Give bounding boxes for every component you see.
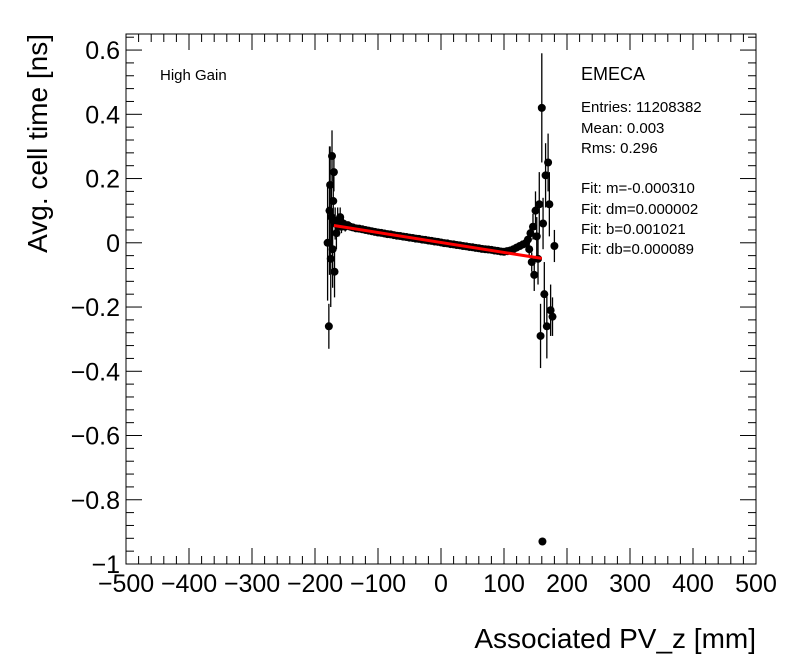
data-point bbox=[544, 158, 553, 167]
x-tick-label: 400 bbox=[672, 570, 714, 598]
data-point bbox=[328, 245, 337, 254]
y-tick-label: 0.2 bbox=[85, 166, 120, 194]
stats-fit-b: Fit: b=0.001021 bbox=[581, 221, 686, 238]
x-tick-label: 300 bbox=[609, 570, 651, 598]
data-point bbox=[329, 197, 338, 206]
stats-fit-dm: Fit: dm=0.000002 bbox=[581, 201, 698, 218]
y-tick-label: 0.6 bbox=[85, 37, 120, 65]
y-tick-labels: 0.6 0.4 0.2 0 −0.2 −0.4 −0.6 −0.8 −1 bbox=[71, 37, 120, 579]
data-point bbox=[328, 152, 337, 161]
y-axis-title: Avg. cell time [ns] bbox=[22, 34, 53, 253]
data-point bbox=[336, 213, 345, 222]
data-point bbox=[535, 200, 544, 209]
high-gain-label: High Gain bbox=[160, 67, 227, 84]
x-axis-title: Associated PV_z [mm] bbox=[474, 623, 756, 654]
stats-entries: Entries: 11208382 bbox=[581, 99, 702, 116]
data-point bbox=[538, 537, 547, 546]
fit-line bbox=[333, 224, 543, 260]
data-point bbox=[525, 245, 534, 254]
y-tick-label: 0 bbox=[106, 230, 120, 258]
data-point bbox=[539, 219, 548, 228]
stats-fit-m: Fit: m=-0.000310 bbox=[581, 180, 695, 197]
data-point bbox=[329, 168, 338, 177]
y-tick-label: −0.2 bbox=[71, 294, 120, 322]
data-point bbox=[531, 206, 540, 215]
y-tick-label: −0.4 bbox=[71, 358, 120, 386]
stats-mean: Mean: 0.003 bbox=[581, 120, 664, 137]
data-point bbox=[530, 270, 539, 279]
y-tick-label: 0.4 bbox=[85, 101, 120, 129]
x-tick-label: −400 bbox=[161, 570, 217, 598]
data-point bbox=[542, 322, 551, 331]
data-point bbox=[550, 242, 559, 250]
stats-rms: Rms: 0.296 bbox=[581, 140, 658, 157]
axis-ticks bbox=[125, 34, 757, 565]
data-point bbox=[326, 180, 335, 189]
stats-box: EMECA Entries: 11208382 Mean: 0.003 Rms:… bbox=[581, 64, 702, 258]
data-point bbox=[545, 200, 554, 209]
x-tick-label: −500 bbox=[98, 570, 154, 598]
x-tick-label: 100 bbox=[483, 570, 525, 598]
data-point bbox=[326, 254, 335, 263]
stats-title: EMECA bbox=[581, 64, 645, 84]
y-tick-label: −0.8 bbox=[71, 487, 120, 515]
data-point bbox=[548, 312, 557, 321]
x-tick-label: −100 bbox=[350, 570, 406, 598]
stats-fit-db: Fit: db=0.000089 bbox=[581, 241, 694, 258]
data-point bbox=[536, 331, 545, 340]
x-tick-label: −200 bbox=[287, 570, 343, 598]
x-tick-label: 500 bbox=[735, 570, 777, 598]
y-tick-label: −0.6 bbox=[71, 423, 120, 451]
y-tick-label: −1 bbox=[91, 551, 120, 579]
x-tick-labels: −500 −400 −300 −200 −100 0 100 200 300 400 500 bbox=[98, 570, 777, 598]
x-tick-label: 0 bbox=[434, 570, 448, 598]
data-point bbox=[330, 267, 339, 276]
data-point bbox=[537, 103, 546, 112]
x-tick-label: 200 bbox=[546, 570, 588, 598]
data-points bbox=[323, 53, 559, 546]
x-tick-label: −300 bbox=[224, 570, 280, 598]
data-point bbox=[324, 322, 333, 331]
